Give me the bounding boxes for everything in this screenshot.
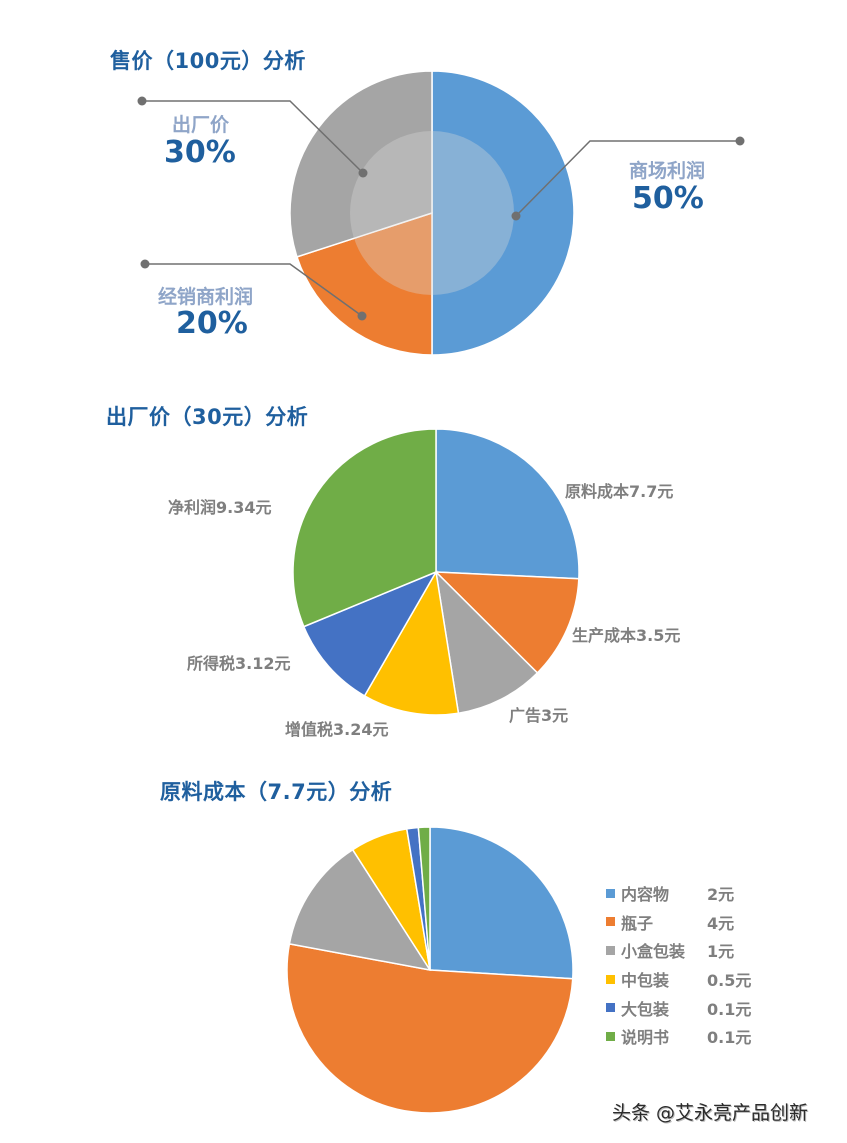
callout-pct-mall-profit: 50% [632, 181, 704, 216]
slice-label-income-tax: 所得税3.12元 [187, 654, 291, 673]
legend-swatch [606, 945, 615, 955]
callout-label-mall-profit: 商场利润 [629, 160, 706, 182]
legend-swatch [606, 917, 615, 927]
chart2-slice-0 [435, 428, 580, 580]
callout-pct-factory-price: 30% [164, 135, 236, 170]
chart2-slice-5 [292, 428, 437, 628]
legend-value: 4元 [707, 913, 735, 933]
callout-leader-line [142, 100, 364, 174]
legend-swatch [606, 1003, 615, 1013]
legend-value: 0.1元 [707, 999, 752, 1019]
legend-item: 中包装 0.5元 [606, 965, 751, 994]
chart3-slice-5 [417, 826, 431, 971]
legend-item: 小盒包装 1元 [606, 936, 751, 965]
legend-label: 瓶子 [621, 913, 654, 933]
legend-value: 0.1元 [707, 1028, 752, 1048]
legend-swatch [606, 888, 615, 898]
callout-label-factory-price: 出厂价 [172, 114, 230, 136]
callout-dot [511, 211, 521, 221]
chart2-slice-1 [434, 571, 580, 674]
legend-item: 内容物 2元 [606, 879, 751, 908]
legend-label: 大包装 [621, 999, 670, 1019]
chart2-slice-3 [363, 569, 460, 716]
slice-label-production: 生产成本3.5元 [572, 626, 681, 645]
legend-item: 大包装 0.1元 [606, 993, 751, 1022]
callout-dot [735, 136, 745, 146]
legend-label: 内容物 [621, 885, 670, 905]
legend-item: 说明书 0.1元 [606, 1022, 751, 1051]
chart1-inner-overlay [350, 131, 514, 295]
callout-dot [358, 168, 368, 178]
legend-value: 0.5元 [707, 971, 752, 991]
slice-label-net-profit: 净利润9.34元 [168, 498, 272, 517]
slice-label-advertising: 广告3元 [509, 706, 569, 725]
legend-item: 瓶子 4元 [606, 908, 751, 937]
chart1-slice-0 [431, 70, 575, 356]
callout-dot [137, 96, 147, 106]
callout-pct-dealer-profit: 20% [176, 306, 248, 341]
legend-label: 中包装 [621, 971, 670, 991]
slice-label-vat: 增值税3.24元 [285, 720, 389, 739]
chart3-slice-2 [288, 848, 432, 972]
chart2-title: 出厂价（30元）分析 [106, 405, 309, 429]
chart2-slice-2 [434, 569, 539, 715]
slice-label-raw-material: 原料成本7.7元 [565, 482, 674, 501]
legend-value: 2元 [707, 885, 735, 905]
chart1-title: 售价（100元）分析 [110, 49, 306, 73]
legend-label: 小盒包装 [621, 942, 686, 962]
legend-value: 1元 [707, 942, 735, 962]
chart3-legend: 内容物 2元 瓶子 4元 小盒包装 1元 中包装 0.5元 大包装 0.1元 说明书 0.1元 [606, 879, 751, 1051]
chart3-slice-0 [429, 826, 574, 980]
legend-swatch [606, 1031, 615, 1041]
chart3-title: 原料成本（7.7元）分析 [160, 780, 393, 804]
callout-dot [357, 311, 367, 321]
chart3-slice-1 [286, 943, 574, 1114]
chart1-slice-1 [296, 211, 433, 356]
callout-leader-line [515, 140, 740, 217]
chart2-slice-4 [302, 570, 438, 697]
legend-label: 说明书 [621, 1028, 670, 1048]
legend-swatch [606, 974, 615, 984]
watermark: 头条 @艾永亮产品创新 [612, 1102, 809, 1124]
chart1-slice-2 [289, 70, 433, 258]
callout-dot [140, 259, 150, 269]
callout-label-dealer-profit: 经销商利润 [158, 286, 254, 308]
callout-leader-line [145, 263, 363, 317]
